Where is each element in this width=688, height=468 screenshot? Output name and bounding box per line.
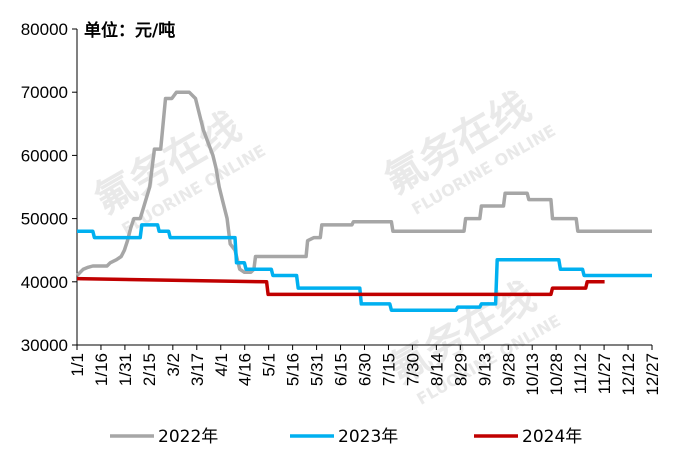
- legend-label-2: 2023年: [338, 427, 398, 447]
- y-tick-label: 60000: [21, 146, 68, 165]
- x-tick-label: 5/16: [284, 353, 303, 386]
- legend-label-1: 2022年: [158, 427, 218, 447]
- x-tick-label: 7/15: [379, 353, 398, 386]
- y-tick-label: 80000: [21, 20, 68, 39]
- y-tick-label: 70000: [21, 83, 68, 102]
- x-tick-label: 11/12: [571, 353, 590, 394]
- x-tick-label: 11/27: [595, 353, 614, 394]
- x-tick-label: 3/17: [188, 353, 207, 386]
- y-tick-label: 50000: [21, 210, 68, 229]
- x-tick-label: 4/16: [236, 353, 255, 386]
- legend: 2022年 2023年 2024年: [110, 427, 582, 447]
- y-tick-label: 40000: [21, 273, 68, 292]
- x-tick-label: 1/1: [68, 353, 87, 377]
- x-tick-label: 7/30: [403, 353, 422, 386]
- x-tick-label: 1/31: [116, 353, 135, 386]
- series-line-3: [76, 276, 605, 297]
- x-tick-label: 5/1: [260, 353, 279, 377]
- x-tick-label: 3/2: [164, 353, 183, 377]
- x-tick-label: 5/31: [308, 353, 327, 386]
- series-line-1: [75, 90, 652, 277]
- x-tick-label: 12/12: [619, 353, 638, 396]
- legend-label-3: 2024年: [522, 427, 582, 447]
- x-tick-label: 9/28: [499, 353, 518, 386]
- series-line-2: [77, 223, 652, 312]
- y-tick-label: 30000: [21, 336, 68, 355]
- x-tick-label: 8/14: [427, 353, 446, 386]
- x-tick-label: 12/27: [643, 353, 662, 396]
- x-tick-label: 2/15: [140, 353, 159, 386]
- x-tick-label: 4/1: [212, 353, 231, 377]
- unit-label: 单位：元/吨: [84, 20, 175, 41]
- x-tick-label: 8/29: [451, 353, 470, 386]
- x-tick-label: 6/30: [356, 353, 375, 386]
- x-tick-label: 9/13: [475, 353, 494, 386]
- series-layer: [75, 90, 652, 312]
- x-tick-label: 10/28: [547, 353, 566, 396]
- x-tick-label: 6/15: [332, 353, 351, 386]
- x-tick-label: 10/13: [523, 353, 542, 396]
- x-ticks: 1/1 1/16 1/31 2/15 3/2 3/17 4/1 4/16 5/1 5/16 5/31…: [68, 345, 662, 396]
- x-tick-label: 1/16: [92, 353, 111, 386]
- y-ticks: 30000 40000 50000 60000 70000 80000: [21, 20, 77, 355]
